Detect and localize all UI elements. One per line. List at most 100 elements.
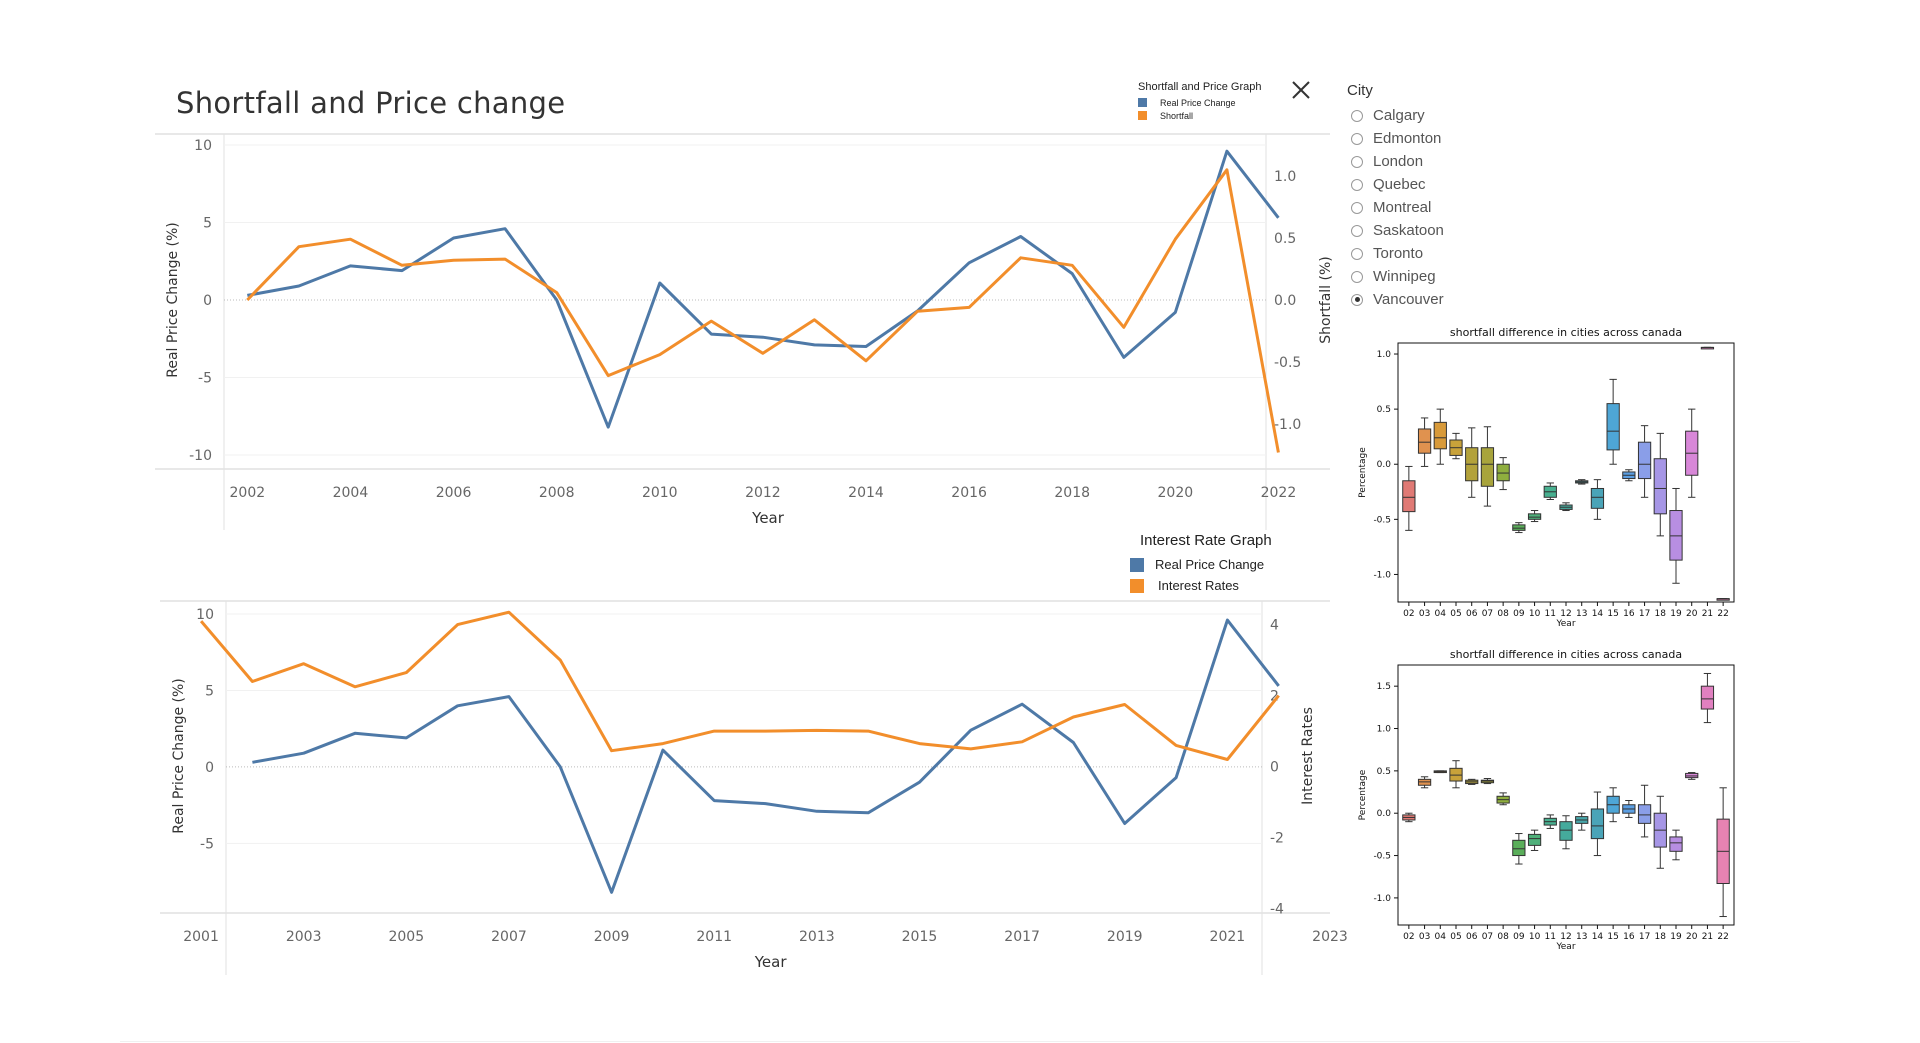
- city-option-toronto[interactable]: Toronto: [1347, 242, 1444, 265]
- y-tick-label: -5: [198, 371, 212, 387]
- x-tick-label: 2001: [183, 929, 219, 945]
- city-option-saskatoon[interactable]: Saskatoon: [1347, 219, 1444, 242]
- box-11: [1543, 482, 1557, 501]
- iqr-box: [1527, 833, 1542, 846]
- box-20: [1685, 408, 1699, 498]
- box-06: [1465, 427, 1479, 498]
- x-axis-title: Year: [751, 509, 785, 527]
- x-tick-label: 18: [1655, 609, 1667, 619]
- x-tick-label: 14: [1592, 609, 1604, 619]
- box-14: [1590, 791, 1605, 857]
- radio-button-icon[interactable]: [1351, 109, 1363, 122]
- x-tick-label: 16: [1623, 609, 1635, 619]
- radio-button-icon[interactable]: [1351, 155, 1363, 168]
- radio-button-icon[interactable]: [1351, 178, 1363, 191]
- city-option-london[interactable]: London: [1347, 150, 1444, 173]
- x-axis-title: Year: [1555, 942, 1575, 952]
- box-20: [1685, 772, 1699, 780]
- x-tick-label: 18: [1655, 932, 1667, 942]
- city-option-calgary[interactable]: Calgary: [1347, 104, 1444, 127]
- radio-button-icon[interactable]: [1351, 247, 1363, 260]
- city-option-label: Vancouver: [1373, 291, 1444, 308]
- box-15: [1606, 787, 1620, 823]
- iqr-box: [1606, 403, 1620, 451]
- iqr-box: [1496, 463, 1510, 482]
- x-tick-label: 15: [1607, 932, 1618, 942]
- y-tick-label: -0.5: [1373, 515, 1391, 525]
- city-option-label: Winnipeg: [1373, 268, 1436, 285]
- y-axis-title: Real Price Change (%): [165, 222, 181, 378]
- city-option-label: Calgary: [1373, 107, 1425, 124]
- x-tick-label: 2022: [1261, 485, 1297, 501]
- y2-tick-label: 1.0: [1274, 169, 1296, 185]
- radio-button-icon[interactable]: [1351, 201, 1363, 214]
- x-tick-label: 02: [1403, 609, 1414, 619]
- box-plot-title: shortfall difference in cities across ca…: [1450, 648, 1682, 661]
- y-tick-label: -10: [189, 448, 212, 464]
- x-tick-label: 03: [1419, 932, 1430, 942]
- radio-button-icon[interactable]: [1351, 224, 1363, 237]
- x-tick-label: 03: [1419, 609, 1430, 619]
- iqr-box: [1590, 487, 1605, 509]
- x-tick-label: 05: [1450, 932, 1461, 942]
- box-22: [1716, 787, 1730, 918]
- iqr-box: [1480, 447, 1495, 487]
- box-11: [1543, 814, 1557, 829]
- chart1-legend-item-price[interactable]: Real Price Change: [1138, 96, 1278, 109]
- chart2-legend[interactable]: Interest Rate Graph Real Price Change In…: [1130, 532, 1320, 596]
- plot-frame: [1397, 664, 1735, 926]
- y2-axis-title: Interest Rates: [1300, 707, 1316, 805]
- x-tick-label: 2012: [745, 485, 781, 501]
- x-tick-label: 05: [1450, 609, 1461, 619]
- x-axis-title: Year: [1555, 619, 1575, 629]
- city-option-label: London: [1373, 153, 1424, 170]
- chart2-legend-item-interest[interactable]: Interest Rates: [1130, 575, 1320, 596]
- city-filter[interactable]: City Calgary Edmonton London Quebec Montreal…: [1347, 82, 1444, 311]
- city-option-vancouver[interactable]: Vancouver: [1347, 288, 1444, 311]
- radio-button-icon[interactable]: [1351, 293, 1363, 306]
- y-tick-label: 0.5: [1377, 767, 1391, 777]
- box-21: [1700, 346, 1715, 350]
- chart1-legend-item-shortfall[interactable]: Shortfall: [1138, 109, 1278, 122]
- iqr-box: [1433, 421, 1447, 450]
- radio-button-icon[interactable]: [1351, 132, 1363, 145]
- x-tick-label: 21: [1702, 609, 1713, 619]
- radio-button-icon[interactable]: [1351, 270, 1363, 283]
- x-tick-label: 2021: [1210, 929, 1246, 945]
- city-options-list[interactable]: Calgary Edmonton London Quebec Montreal Saska…: [1347, 104, 1444, 311]
- y2-tick-label: 0: [1270, 760, 1279, 776]
- city-option-quebec[interactable]: Quebec: [1347, 173, 1444, 196]
- city-option-edmonton[interactable]: Edmonton: [1347, 127, 1444, 150]
- box-plot-3: shortfall difference in cities across ca…: [1358, 648, 1735, 952]
- iqr-box: [1512, 839, 1526, 857]
- box-22: [1716, 598, 1730, 601]
- x-tick-label: 20: [1686, 932, 1698, 942]
- city-option-winnipeg[interactable]: Winnipeg: [1347, 265, 1444, 288]
- close-icon[interactable]: [1290, 79, 1312, 101]
- chart2-legend-item-price[interactable]: Real Price Change: [1130, 554, 1320, 575]
- series-line-shortfall: [246, 168, 1280, 453]
- x-tick-label: 22: [1717, 932, 1728, 942]
- x-tick-label: 12: [1560, 609, 1571, 619]
- box-02: [1402, 812, 1416, 823]
- y-tick-label: 1.0: [1377, 725, 1392, 735]
- x-tick-label: 2016: [951, 485, 987, 501]
- chart1-legend[interactable]: Shortfall and Price Graph Real Price Cha…: [1138, 81, 1278, 122]
- box-05: [1449, 432, 1463, 460]
- x-tick-label: 07: [1482, 932, 1493, 942]
- box-16: [1622, 800, 1636, 818]
- x-tick-label: 2013: [799, 929, 835, 945]
- y-tick-label: 0: [203, 293, 212, 309]
- chart2-legend-label-price: Real Price Change: [1155, 557, 1265, 572]
- x-tick-label: 13: [1576, 609, 1587, 619]
- blue-swatch-icon: [1130, 557, 1144, 572]
- chart2-legend-title: Interest Rate Graph: [1140, 532, 1272, 549]
- iqr-box: [1417, 428, 1432, 454]
- box-03: [1417, 776, 1432, 789]
- city-option-montreal[interactable]: Montreal: [1347, 196, 1444, 219]
- x-tick-label: 02: [1403, 932, 1414, 942]
- box-16: [1622, 469, 1636, 482]
- chart1-legend-label-shortfall: Shortfall: [1160, 110, 1194, 121]
- iqr-box: [1590, 808, 1605, 840]
- box-12: [1559, 815, 1573, 850]
